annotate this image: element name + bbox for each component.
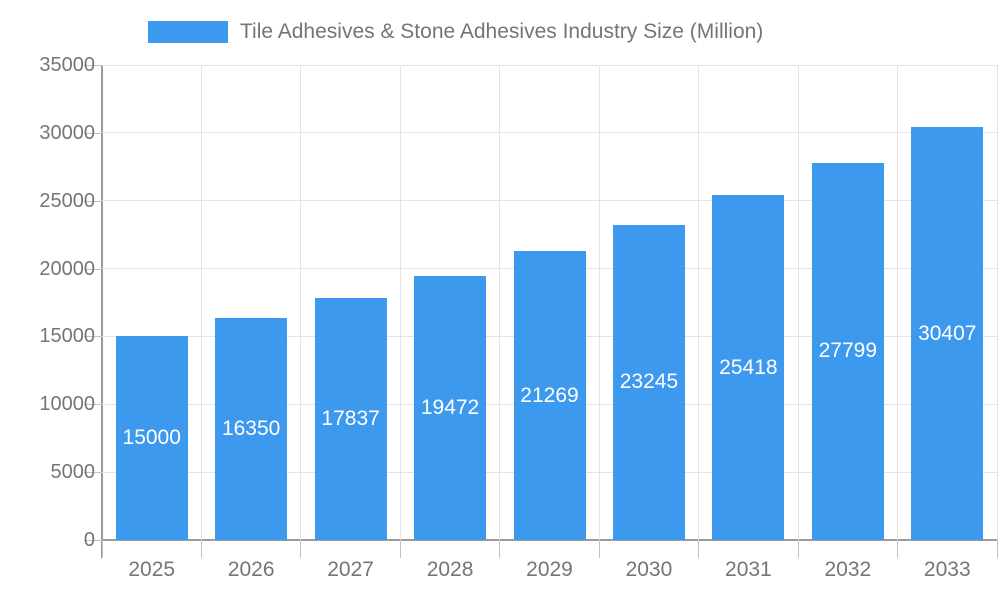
- x-gridline: [200, 65, 202, 540]
- x-gridline: [797, 65, 799, 540]
- y-axis-tick-label: 5000: [50, 461, 96, 484]
- bar-value-label: 17837: [321, 406, 380, 430]
- y-gridline: [102, 200, 997, 202]
- y-axis-tick: [84, 200, 102, 202]
- bar-value-label: 19472: [420, 395, 480, 419]
- bar-value-label: 23245: [619, 370, 679, 394]
- x-axis-category-label: 2028: [426, 558, 474, 581]
- bar: [712, 195, 785, 540]
- y-axis-tick: [84, 540, 102, 541]
- y-axis-tick-label: 35000: [39, 54, 95, 76]
- y-axis-line: [101, 65, 103, 558]
- bar-value-label: 27799: [818, 339, 878, 363]
- y-axis-tick-label: 25000: [39, 189, 95, 212]
- y-axis-tick-label: 30000: [39, 121, 95, 144]
- x-axis-tick: [101, 540, 103, 558]
- x-axis-tick: [399, 540, 401, 558]
- plot-area: 15000 16350 17837 19472 21269 23245 25418 27799…: [102, 64, 998, 540]
- x-axis-tick: [598, 540, 600, 558]
- bar-value-label: 15000: [122, 426, 181, 450]
- y-axis-tick: [84, 404, 102, 406]
- x-axis-tick: [996, 540, 998, 558]
- bar: [911, 127, 984, 540]
- x-gridline: [897, 65, 899, 540]
- bar-value-label: 21269: [520, 383, 579, 407]
- bar: [115, 336, 188, 540]
- legend-swatch-icon: [148, 21, 228, 43]
- x-axis-category-label: 2031: [725, 558, 772, 581]
- y-axis-tick-label: 10000: [39, 393, 95, 416]
- bar: [314, 297, 387, 540]
- x-axis-category-label: 2026: [227, 558, 275, 581]
- x-axis-category-label: 2030: [625, 558, 673, 581]
- y-axis-tick: [84, 65, 102, 66]
- x-axis-category-label: 2029: [526, 558, 573, 581]
- y-axis-tick: [84, 336, 102, 338]
- bar: [414, 275, 487, 540]
- legend-item[interactable]: Tile Adhesives & Stone Adhesives Industr…: [148, 20, 764, 43]
- y-axis-tick: [84, 472, 102, 474]
- bar: [215, 318, 288, 540]
- x-gridline: [996, 65, 998, 540]
- x-axis-tick: [499, 540, 501, 558]
- x-gridline: [399, 65, 401, 540]
- x-gridline: [698, 65, 700, 540]
- bar-value-label: 30407: [918, 321, 977, 345]
- y-axis-tick: [84, 268, 102, 270]
- x-axis-category-label: 2033: [923, 558, 971, 581]
- bar: [811, 162, 884, 540]
- y-gridline: [102, 132, 997, 134]
- bar-value-label: 25418: [719, 355, 778, 379]
- x-axis-category-label: 2025: [128, 558, 176, 581]
- bar-value-label: 16350: [221, 417, 281, 441]
- y-axis-tick-label: 0: [83, 529, 95, 551]
- x-axis-tick: [797, 540, 799, 558]
- y-axis-tick-label: 20000: [39, 257, 95, 280]
- x-axis-category-label: 2027: [327, 558, 374, 581]
- legend-label: Tile Adhesives & Stone Adhesives Industr…: [240, 20, 764, 43]
- y-gridline: [102, 64, 997, 66]
- bar: [612, 224, 685, 540]
- x-gridline: [598, 65, 600, 540]
- bar: [513, 251, 586, 540]
- x-axis-tick: [300, 540, 302, 558]
- y-axis-tick-label: 15000: [39, 325, 95, 348]
- x-gridline: [499, 65, 501, 540]
- y-axis-tick: [84, 132, 102, 134]
- x-gridline: [300, 65, 302, 540]
- x-axis-tick: [897, 540, 899, 558]
- x-axis-tick: [200, 540, 202, 558]
- x-axis-line: [102, 539, 997, 541]
- x-axis-tick: [698, 540, 700, 558]
- x-axis-category-label: 2032: [824, 558, 872, 581]
